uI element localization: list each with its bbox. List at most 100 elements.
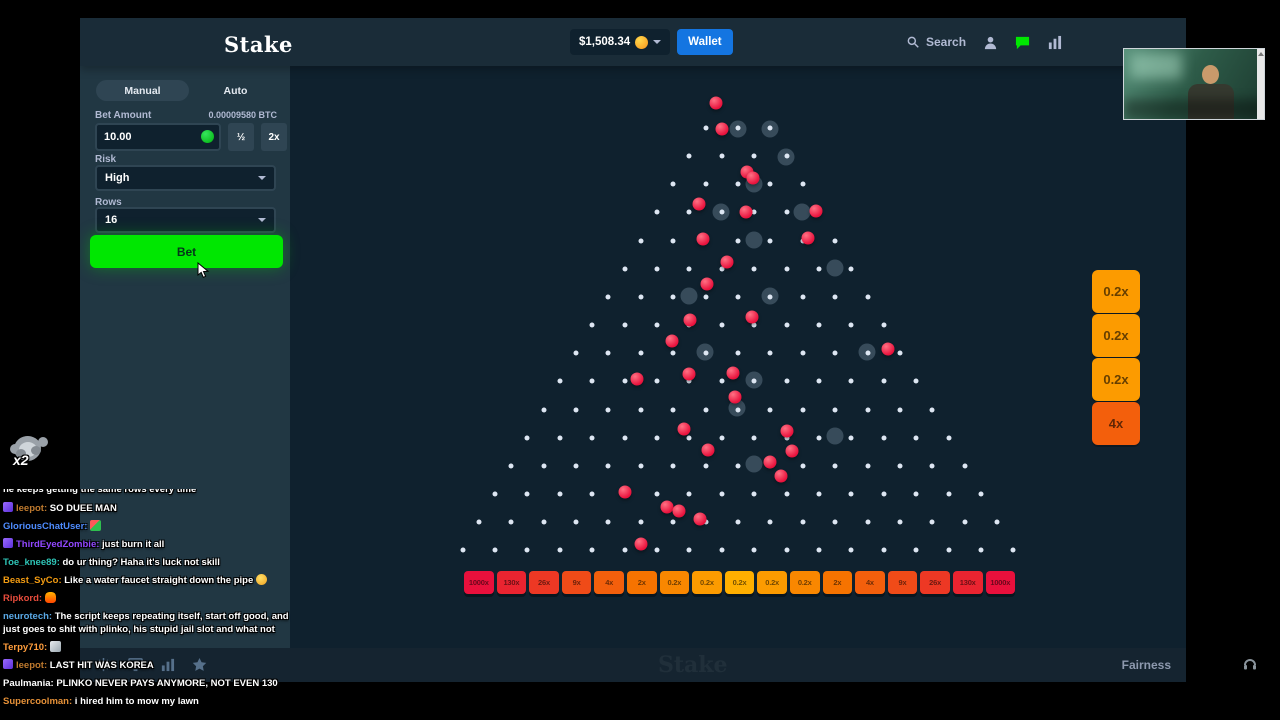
chat-emote-leaf-icon <box>50 641 62 652</box>
plinko-ball <box>630 372 644 386</box>
peg <box>913 378 919 384</box>
peg <box>557 378 563 384</box>
settings-gear-icon[interactable] <box>96 657 111 672</box>
peg <box>751 209 757 215</box>
bet-controls-panel: Manual Auto Bet Amount 0.00009580 BTC ½ … <box>80 66 290 648</box>
plinko-ball <box>739 205 753 219</box>
support-headset-icon[interactable] <box>1242 656 1258 672</box>
peg <box>767 407 773 412</box>
chat-badge-icon <box>3 502 13 512</box>
peg <box>719 322 725 328</box>
webcam-scrollbar[interactable] <box>1257 49 1264 119</box>
balance-dropdown[interactable]: $1,508.34 <box>570 29 671 55</box>
recent-results: 0.2x 0.2x 0.2x 4x <box>1092 270 1140 446</box>
peg <box>735 519 741 525</box>
peg <box>929 519 935 525</box>
peg <box>557 491 563 497</box>
chart-icon[interactable] <box>160 657 175 672</box>
peg <box>541 519 547 525</box>
bucket-0.2x: 0.2x <box>757 571 787 594</box>
peg <box>800 181 806 187</box>
livestats-icon[interactable] <box>128 657 143 672</box>
plinko-ball <box>780 424 794 438</box>
bucket-2x: 2x <box>822 571 853 594</box>
chat-badge-icon <box>3 659 13 669</box>
peg <box>622 547 628 553</box>
bucket-0.2x: 0.2x <box>724 571 755 594</box>
currency-icon <box>201 130 214 143</box>
peg <box>605 350 611 356</box>
risk-label: Risk <box>95 154 117 165</box>
peg <box>638 350 644 356</box>
peg <box>735 238 741 244</box>
plinko-board <box>80 18 1186 682</box>
streamer-body <box>1188 84 1234 119</box>
bucket-9x: 9x <box>887 571 918 594</box>
peg <box>767 125 773 131</box>
peg <box>816 547 822 553</box>
plinko-ball <box>809 204 823 218</box>
peg <box>735 181 741 187</box>
bucket-130x: 130x <box>952 571 983 594</box>
search-button[interactable]: Search <box>906 35 966 49</box>
peg <box>913 435 919 441</box>
profile-icon[interactable] <box>983 35 998 50</box>
peg <box>686 266 692 272</box>
chat-emote-fire-icon <box>45 592 57 603</box>
bet-amount-field <box>95 123 221 151</box>
bet-input-row: ½ 2x <box>95 123 287 151</box>
monkey-ear <box>38 437 48 447</box>
wallet-button[interactable]: Wallet <box>677 29 733 55</box>
bet-button[interactable]: Bet <box>90 235 283 268</box>
tab-manual[interactable]: Manual <box>96 80 189 101</box>
chat-username: Toe_knee89: <box>3 557 60 568</box>
peg <box>703 181 709 187</box>
monkey-hand <box>16 449 26 458</box>
peg <box>897 407 903 412</box>
mouse-cursor <box>197 262 210 278</box>
peg-halo <box>745 455 763 473</box>
double-bet-button[interactable]: 2x <box>261 123 287 151</box>
half-bet-button[interactable]: ½ <box>228 123 254 151</box>
peg <box>897 350 903 356</box>
bet-amount-input[interactable] <box>97 130 196 144</box>
peg <box>735 463 741 469</box>
peg <box>816 322 822 328</box>
peg <box>767 181 773 187</box>
peg <box>913 491 919 497</box>
plinko-ball <box>683 313 697 327</box>
peg <box>703 407 709 412</box>
fairness-link[interactable]: Fairness <box>1121 658 1171 672</box>
peg <box>865 463 871 469</box>
favorite-star-icon[interactable] <box>192 657 207 672</box>
peg <box>622 435 628 441</box>
bucket-26x: 26x <box>529 571 559 594</box>
chat-icon[interactable] <box>1015 35 1030 50</box>
peg <box>751 266 757 272</box>
chat-username: Beast_SyCo: <box>3 575 62 586</box>
rows-select[interactable]: 16 <box>95 207 276 233</box>
peg <box>589 322 595 328</box>
mode-tabs: Manual Auto <box>96 80 282 101</box>
stats-icon[interactable] <box>1047 35 1062 50</box>
tab-auto[interactable]: Auto <box>223 84 248 97</box>
risk-select[interactable]: High <box>95 165 276 191</box>
peg <box>686 547 692 553</box>
peg <box>557 547 563 553</box>
peg <box>897 519 903 525</box>
bucket-0.2x: 0.2x <box>659 571 690 594</box>
coin-icon <box>635 35 649 49</box>
webcam-shadow <box>1124 99 1264 119</box>
peg <box>832 463 838 469</box>
stake-logo[interactable]: Stake <box>224 32 293 57</box>
peg <box>508 519 514 525</box>
plinko-ball <box>763 455 777 469</box>
peg <box>670 350 676 356</box>
peg <box>670 519 676 525</box>
rows-label: Rows <box>95 197 122 208</box>
peg <box>767 519 773 525</box>
stake-window: Stake $1,508.34 Wallet Search <box>80 18 1186 682</box>
peg <box>654 266 660 272</box>
peg <box>589 378 595 384</box>
bucket-4x: 4x <box>594 571 624 594</box>
